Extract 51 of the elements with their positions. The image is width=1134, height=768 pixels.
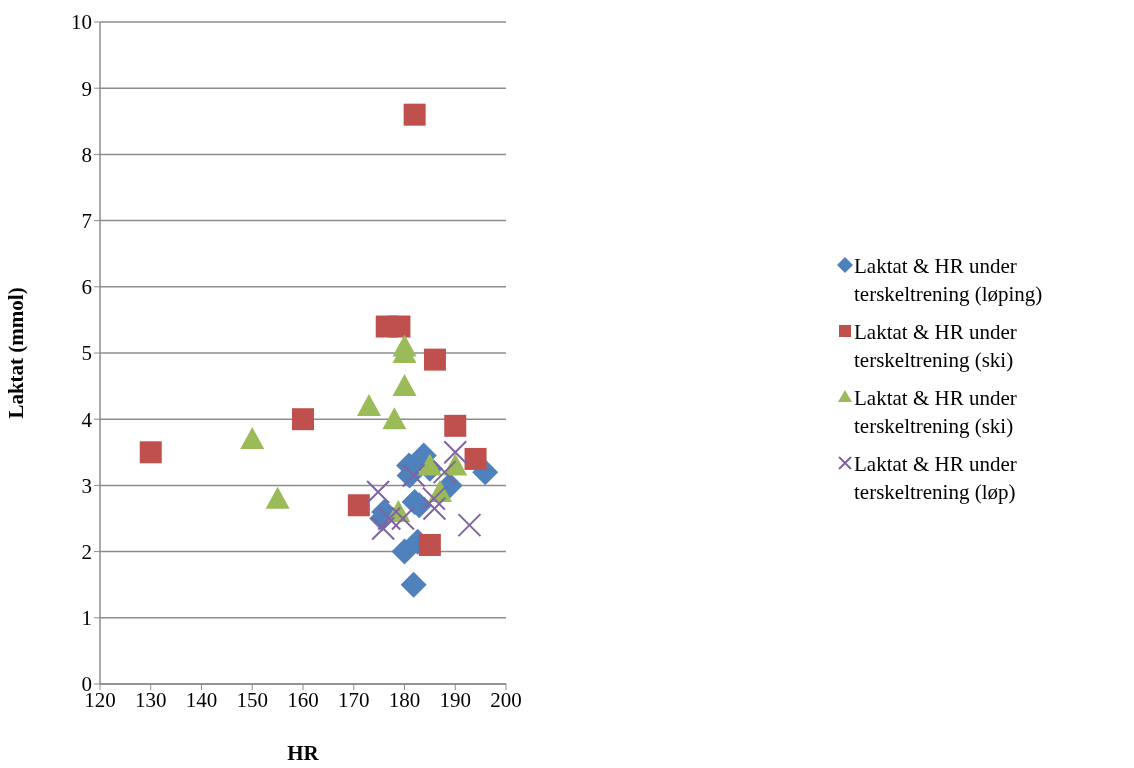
point <box>423 348 446 371</box>
point <box>432 460 457 485</box>
y-tick-label: 5 <box>81 341 92 366</box>
legend-label: Laktat & HR under terskeltrening (løp) <box>854 451 1018 506</box>
y-axis-title: Laktat (mmol) <box>4 287 29 419</box>
point <box>292 408 314 431</box>
point <box>371 516 396 541</box>
y-tick-label: 6 <box>81 275 92 300</box>
y-tick-label: 7 <box>81 209 92 234</box>
point <box>377 506 402 531</box>
point <box>356 393 381 416</box>
x-axis-title: HR <box>287 741 320 765</box>
x-tick-label: 170 <box>338 687 370 712</box>
point <box>421 486 446 511</box>
point <box>464 447 487 470</box>
point <box>400 571 427 598</box>
legend-label: Laktat & HR under terskeltrening (løping) <box>854 253 1044 308</box>
point <box>366 480 391 505</box>
y-tick-label: 1 <box>81 606 92 631</box>
point <box>418 533 441 556</box>
point <box>443 440 468 465</box>
point <box>417 453 442 476</box>
point <box>347 494 370 517</box>
y-tick-label: 2 <box>81 540 92 565</box>
x-tick-label: 160 <box>287 687 319 712</box>
point <box>444 414 467 437</box>
point <box>390 506 415 531</box>
point <box>457 513 482 538</box>
x-tick-label: 130 <box>135 687 167 712</box>
y-tick-label: 3 <box>81 473 92 498</box>
y-tick-label: 10 <box>71 10 92 35</box>
point <box>403 103 426 126</box>
x-tick-label: 190 <box>439 687 471 712</box>
point <box>401 463 426 488</box>
legend-label: Laktat & HR under terskeltrening (ski) <box>854 319 1018 374</box>
x-tick-label: 200 <box>490 687 522 712</box>
legend-label: Laktat & HR under terskeltrening (ski) <box>854 385 1018 440</box>
x-tick-label: 140 <box>185 687 218 712</box>
point <box>240 427 265 450</box>
point <box>265 486 290 509</box>
y-tick-label: 9 <box>81 76 92 101</box>
point <box>139 441 162 464</box>
point <box>391 538 418 565</box>
y-tick-label: 4 <box>81 407 93 432</box>
x-tick-label: 180 <box>388 687 421 712</box>
x-tick-label: 150 <box>236 687 268 712</box>
point <box>388 315 411 338</box>
point <box>382 407 407 430</box>
y-tick-label: 8 <box>81 142 92 167</box>
point <box>392 374 417 397</box>
point <box>422 496 447 521</box>
